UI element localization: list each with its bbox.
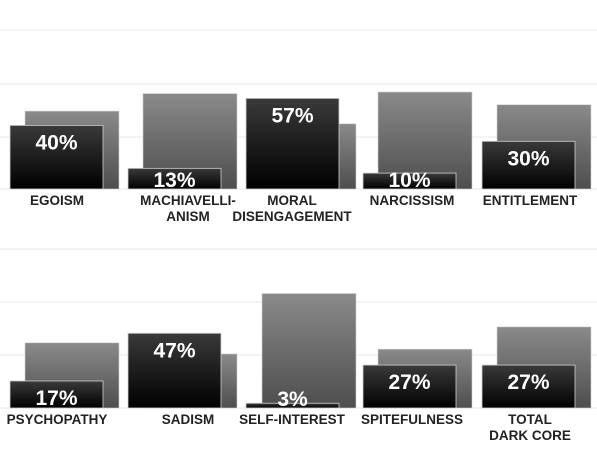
- category-label-2-4: SPITEFULNESS: [361, 412, 463, 427]
- front-bar-2-4: [362, 364, 457, 409]
- category-label-1-1: EGOISM: [30, 193, 84, 208]
- front-bar-1-3: [245, 97, 340, 190]
- value-label-2-1: 17%: [35, 387, 77, 410]
- category-label-1-5: ENTITLEMENT: [483, 193, 578, 208]
- value-label-1-1: 40%: [35, 131, 77, 154]
- front-bar-1-5: [481, 140, 576, 190]
- category-label-1-4: NARCISSISM: [370, 193, 455, 208]
- value-label-2-2: 47%: [153, 339, 195, 362]
- value-label-1-2: 13%: [153, 169, 195, 192]
- category-label-2-5: TOTAL DARK CORE: [489, 412, 571, 443]
- front-bar-2-5: [481, 364, 576, 409]
- front-bar-1-4: [362, 172, 457, 190]
- value-label-1-4: 10%: [388, 169, 430, 192]
- front-bar-2-1: [9, 380, 104, 409]
- front-bar-1-1: [9, 125, 104, 190]
- back-bar-2-3: [261, 293, 357, 409]
- value-label-1-3: 57%: [271, 104, 313, 127]
- category-label-1-3: MORAL DISENGAGEMENT: [232, 193, 352, 224]
- value-label-2-5: 27%: [507, 371, 549, 394]
- front-bar-2-2: [127, 332, 222, 409]
- value-label-2-3: 3%: [277, 388, 308, 411]
- category-label-2-3: SELF-INTEREST: [239, 412, 346, 427]
- value-label-2-4: 27%: [388, 371, 430, 394]
- front-bar-1-2: [127, 167, 222, 190]
- front-bar-2-3: [245, 402, 340, 409]
- category-label-1-2: MACHIAVELLI-ANISM: [140, 193, 236, 224]
- category-label-2-2: SADISM: [162, 412, 215, 427]
- category-label-2-1: PSYCHOPATHY: [7, 412, 108, 427]
- value-label-1-5: 30%: [507, 147, 549, 170]
